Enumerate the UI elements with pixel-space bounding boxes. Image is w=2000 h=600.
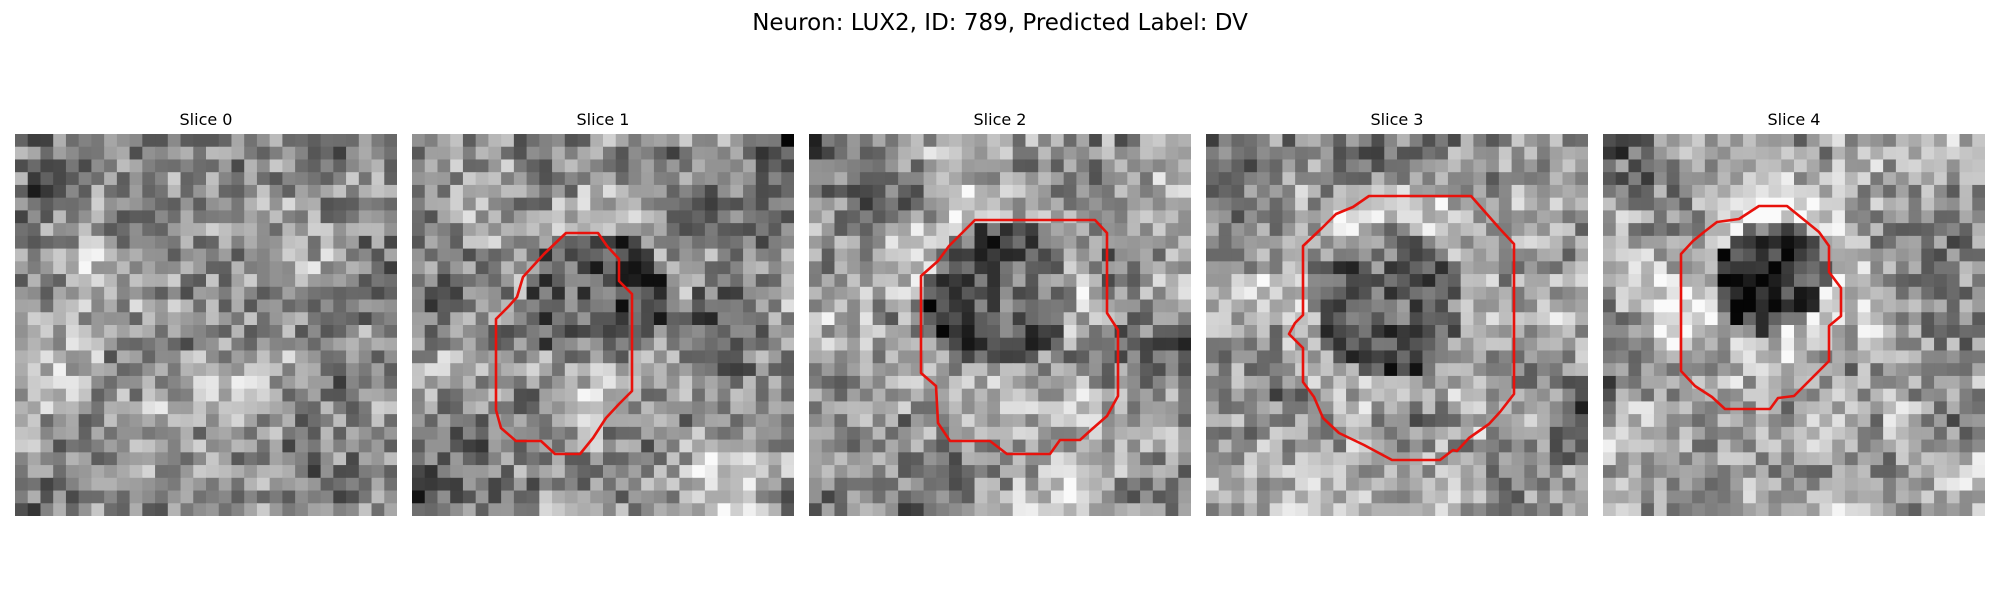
slice-4-title: Slice 4 [1767, 110, 1821, 129]
slice-panel-1: Slice 1 [412, 110, 794, 520]
slice-panel-0: Slice 0 [15, 110, 397, 520]
slice-3-image [1206, 134, 1588, 516]
slice-0-title: Slice 0 [179, 110, 233, 129]
slice-3-outline [1287, 194, 1516, 462]
slice-2-title: Slice 2 [973, 110, 1027, 129]
slice-2-outline [919, 218, 1120, 456]
slice-0-image [15, 134, 397, 516]
slice-1-outline [494, 231, 634, 456]
slice-panel-4: Slice 4 [1603, 110, 1985, 520]
slice-3-title: Slice 3 [1370, 110, 1424, 129]
figure-title: Neuron: LUX2, ID: 789, Predicted Label: … [752, 10, 1248, 36]
slice-4-outline [1679, 204, 1843, 411]
slice-1-image [412, 134, 794, 516]
slice-1-title: Slice 1 [576, 110, 630, 129]
slice-panel-3: Slice 3 [1206, 110, 1588, 520]
slice-panel-2: Slice 2 [809, 110, 1191, 520]
slice-2-image [809, 134, 1191, 516]
slice-4-image [1603, 134, 1985, 516]
